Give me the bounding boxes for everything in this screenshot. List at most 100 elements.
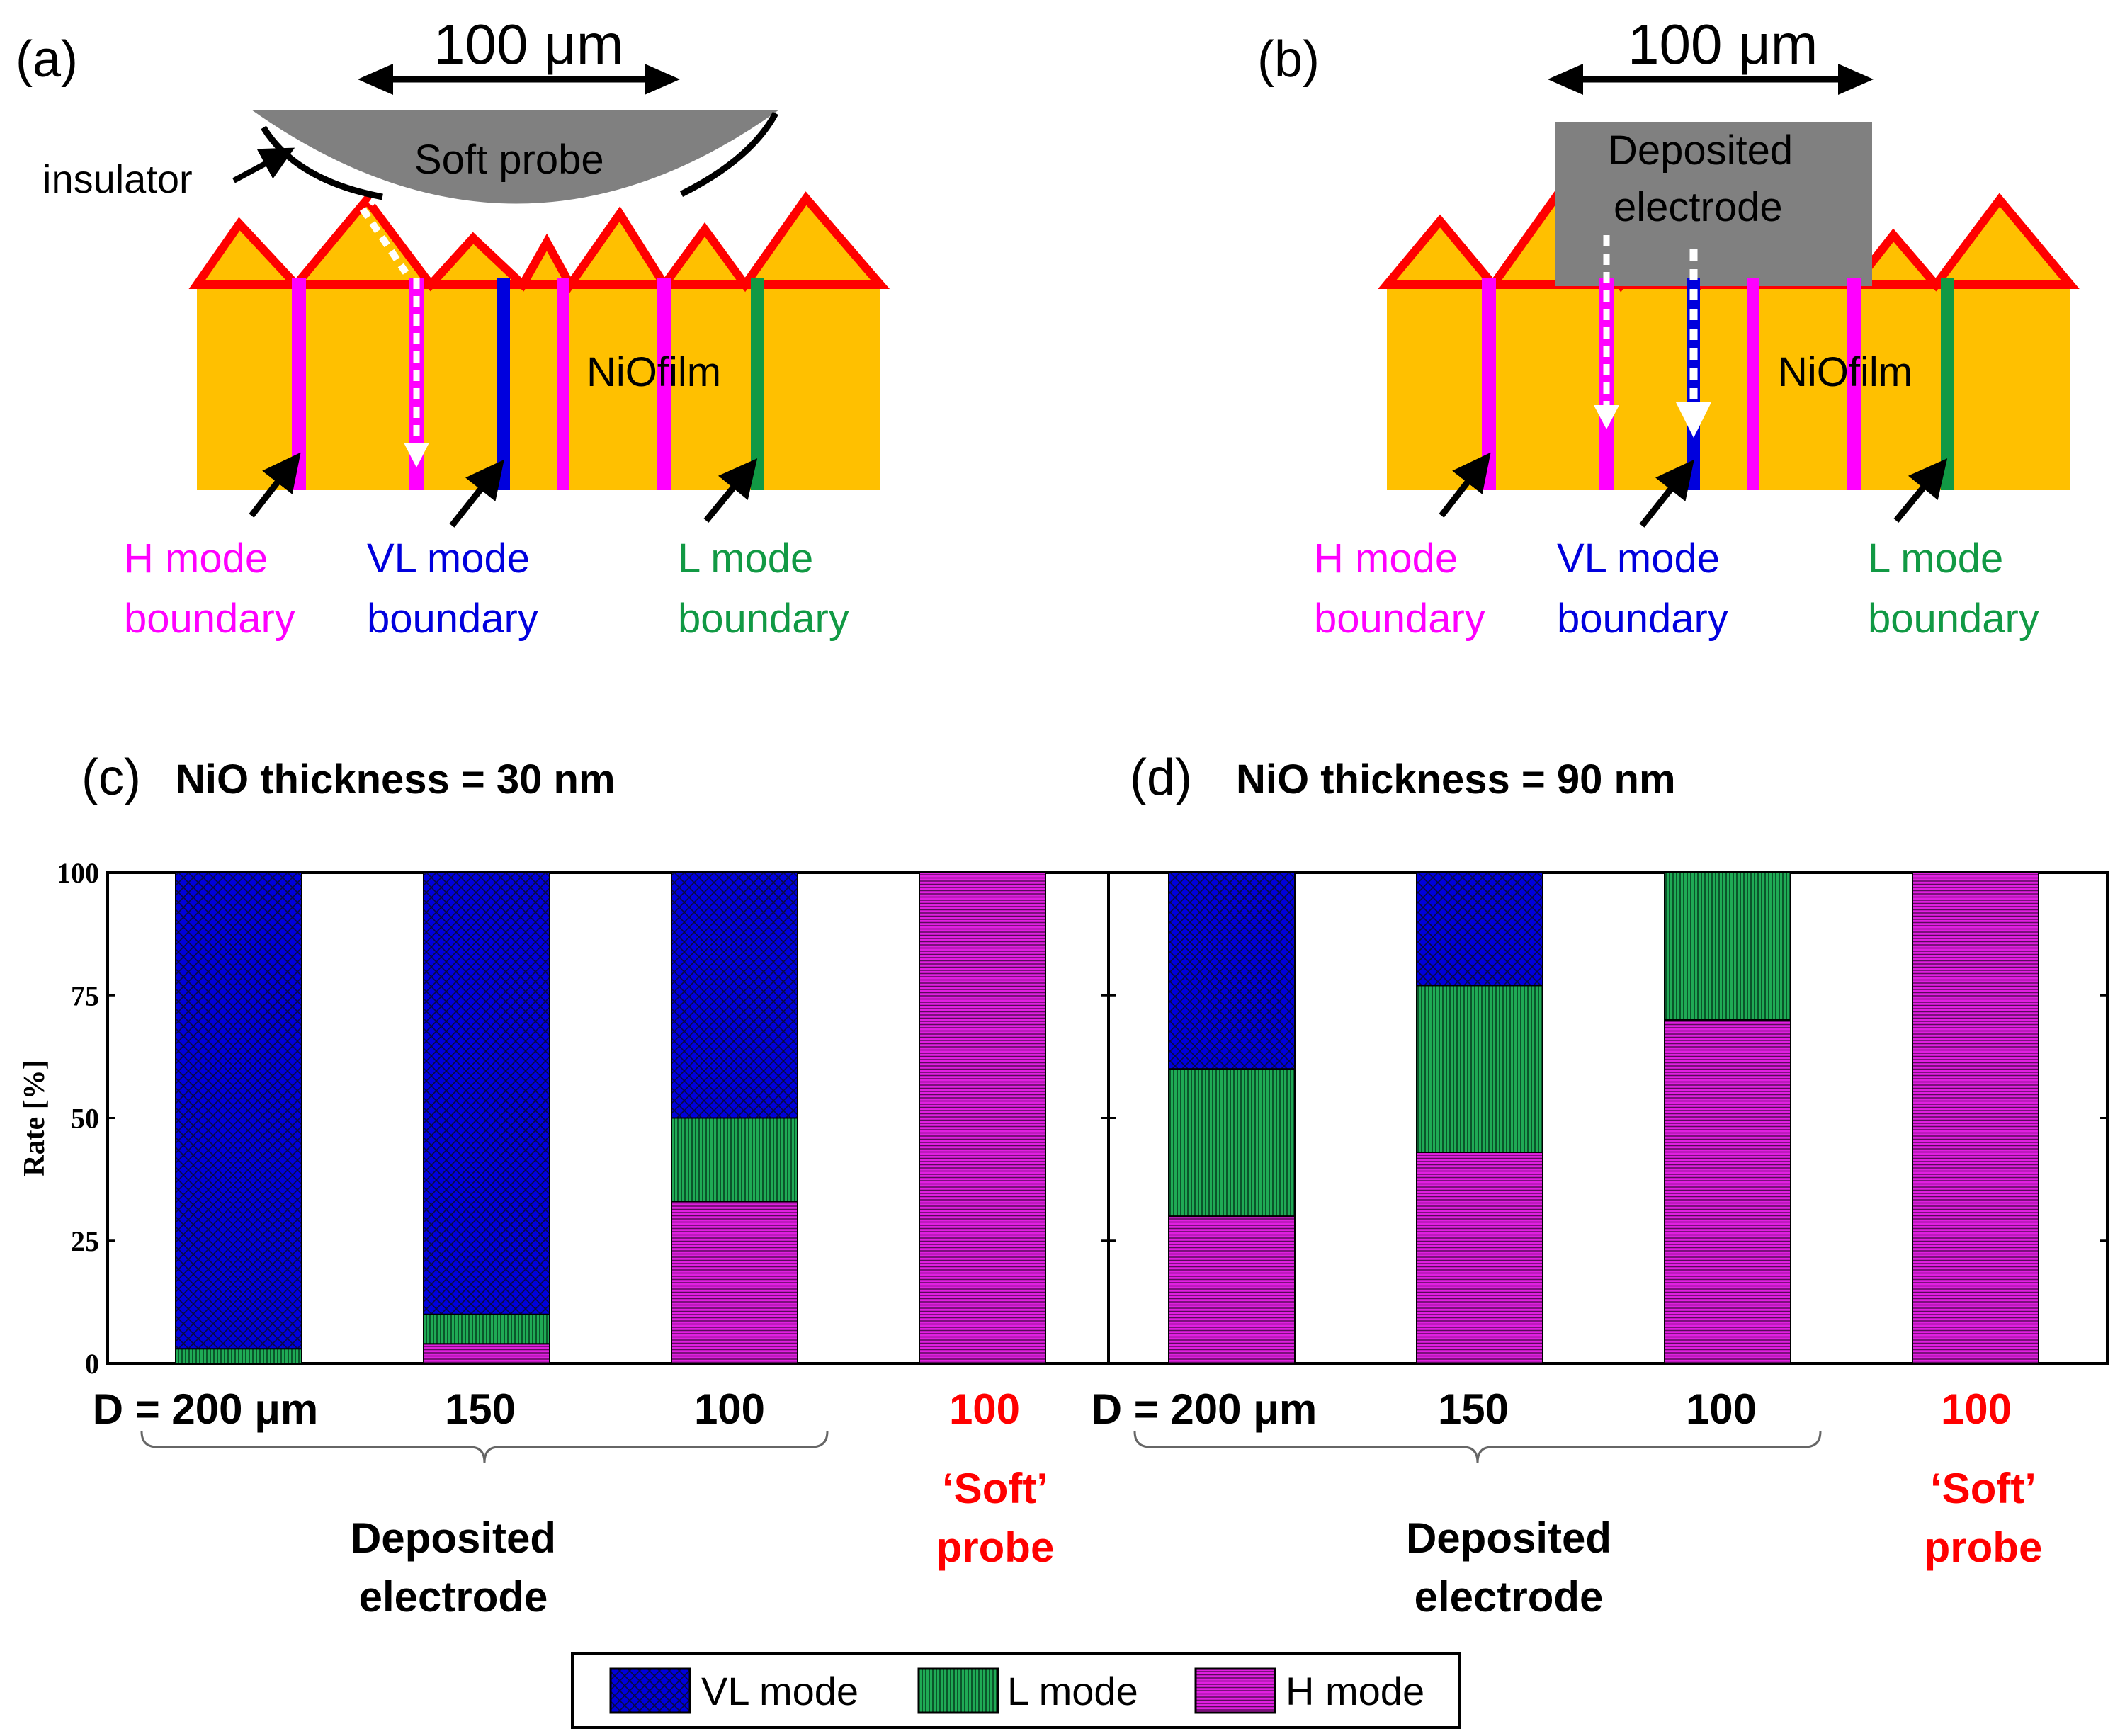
pointer-l-a — [703, 458, 758, 523]
h-boundary-a2 — [409, 278, 424, 490]
boundary-vl-label-a1: VL mode — [367, 535, 530, 581]
category-label-c-1: 150 — [445, 1385, 516, 1433]
boundary-l-label-a2: boundary — [678, 596, 849, 642]
pointer-vl-a — [449, 459, 504, 528]
bar-d-2-h — [1664, 1019, 1791, 1365]
boundary-labels-a: H mode boundary VL mode boundary L mode … — [124, 535, 849, 642]
pointer-h-b — [1439, 452, 1491, 518]
insulator-coating — [261, 125, 383, 200]
group-label-d-0-line1: Deposited — [1406, 1514, 1611, 1562]
scale-bar-a — [358, 64, 680, 95]
panel-b: (b) 100 μm Deposited electrode NiO — [1257, 13, 2080, 642]
h-boundary-b1 — [1482, 278, 1496, 490]
ylabel-c: Rate [%] — [18, 1060, 51, 1176]
group-label-c-0-line2: electrode — [359, 1573, 548, 1621]
category-label-d-1: 150 — [1438, 1385, 1509, 1433]
category-label-c-0: D = 200 μm — [93, 1385, 319, 1433]
ytick-label-c-50: 50 — [71, 1103, 99, 1135]
legend-label-vl: VL mode — [701, 1669, 858, 1713]
category-label-d-0: D = 200 μm — [1092, 1385, 1317, 1433]
film-grains-a — [188, 191, 890, 293]
category-label-c-3: 100 — [949, 1385, 1020, 1433]
chart-d: D = 200 μm 150 100 100 Deposited electrode ‘So… — [1092, 871, 2109, 1621]
nio-film-a — [197, 285, 880, 490]
panel-b-tag: (b) — [1257, 31, 1320, 88]
group-label-c-0-line1: Deposited — [351, 1514, 556, 1562]
panel-d-title: NiO thickness = 90 nm — [1236, 756, 1676, 802]
h-boundary-a3 — [557, 278, 569, 490]
legend-swatch-h — [1194, 1667, 1276, 1714]
vl-boundary-a — [497, 278, 510, 490]
group-label-d-0-line2: electrode — [1415, 1573, 1604, 1621]
boundary-h-label-a1: H mode — [124, 535, 268, 581]
bar-c-1-h — [423, 1343, 550, 1365]
scale-bar-b — [1548, 64, 1874, 95]
ytick-label-c-25: 25 — [71, 1225, 99, 1257]
bar-d-1-h — [1416, 1152, 1543, 1364]
group-brace-d — [1133, 1431, 1822, 1463]
boundary-h-label-b1: H mode — [1314, 535, 1458, 581]
film-label-a: NiOfilm — [586, 349, 721, 395]
insulator-label: insulator — [42, 157, 193, 201]
boundary-vl-label-b1: VL mode — [1557, 535, 1720, 581]
bar-c-2-h — [671, 1201, 798, 1365]
legend-frame — [571, 1652, 1461, 1729]
category-label-c-2: 100 — [694, 1385, 765, 1433]
soft-probe — [251, 110, 779, 204]
boundary-l-label-b1: L mode — [1868, 535, 2003, 581]
insulator-arrow — [232, 147, 295, 183]
legend-label-l: L mode — [1007, 1669, 1138, 1713]
bar-c-0-l — [175, 1348, 302, 1364]
pointer-h-a — [249, 452, 301, 518]
electrode-label-1: Deposited — [1608, 127, 1793, 174]
bar-d-1-l — [1416, 985, 1543, 1154]
probe-label-a: Soft probe — [414, 137, 604, 183]
ytick-label-c-100: 100 — [57, 857, 99, 889]
film-label-b: NiOfilm — [1778, 349, 1912, 395]
pointer-l-b — [1893, 458, 1948, 523]
bar-d-3-h — [1912, 872, 2039, 1364]
category-label-d-2: 100 — [1686, 1385, 1757, 1433]
panel-a-tag: (a) — [16, 31, 78, 88]
l-boundary-a — [751, 278, 764, 490]
current-path-arrow-b2 — [1676, 249, 1711, 438]
group-label-c-1-line1: ‘Soft’ — [942, 1465, 1048, 1512]
bar-d-1-vl — [1416, 872, 1543, 987]
boundary-vl-label-b2: boundary — [1557, 596, 1728, 642]
bar-c-3-h — [919, 872, 1046, 1364]
h-boundary-b3 — [1747, 278, 1759, 490]
scale-label-a: 100 μm — [433, 13, 623, 76]
ytick-label-c-75: 75 — [71, 980, 99, 1011]
bar-c-0-vl — [175, 872, 302, 1350]
panel-d-tag: (d) — [1130, 749, 1192, 806]
category-label-d-3: 100 — [1941, 1385, 2012, 1433]
legend-swatch-l — [917, 1667, 999, 1714]
nio-film-b — [1387, 285, 2070, 490]
l-boundary-b — [1941, 278, 1954, 490]
h-boundary-a1 — [292, 278, 306, 490]
bar-d-0-h — [1168, 1215, 1296, 1364]
electrode-label-2: electrode — [1614, 184, 1783, 230]
panel-a: (a) 100 μm Soft probe insula — [16, 13, 890, 642]
legend: VL mode L mode H mode — [571, 1652, 1461, 1729]
panel-c-tag: (c) — [81, 749, 141, 806]
group-label-c-1-line2: probe — [936, 1524, 1055, 1571]
ytick-label-c-0: 0 — [85, 1348, 99, 1380]
group-label-d-1-line1: ‘Soft’ — [1930, 1465, 2036, 1512]
boundary-h-label-b2: boundary — [1314, 596, 1485, 642]
boundary-vl-label-a2: boundary — [367, 596, 538, 642]
boundary-l-label-b2: boundary — [1868, 596, 2039, 642]
legend-label-h: H mode — [1286, 1669, 1424, 1713]
bar-c-1-l — [423, 1313, 550, 1345]
bar-c-1-vl — [423, 872, 550, 1315]
group-brace-c — [140, 1431, 829, 1463]
boundary-h-label-a2: boundary — [124, 596, 295, 642]
h-boundary-b4 — [1847, 278, 1861, 490]
bar-d-0-l — [1168, 1068, 1296, 1218]
boundary-labels-b: H mode boundary VL mode boundary L mode … — [1314, 535, 2039, 642]
h-boundary-a4 — [657, 278, 671, 490]
insulator-coating-right — [679, 111, 778, 198]
bar-d-2-l — [1664, 872, 1791, 1021]
scale-label-b: 100 μm — [1628, 13, 1818, 76]
